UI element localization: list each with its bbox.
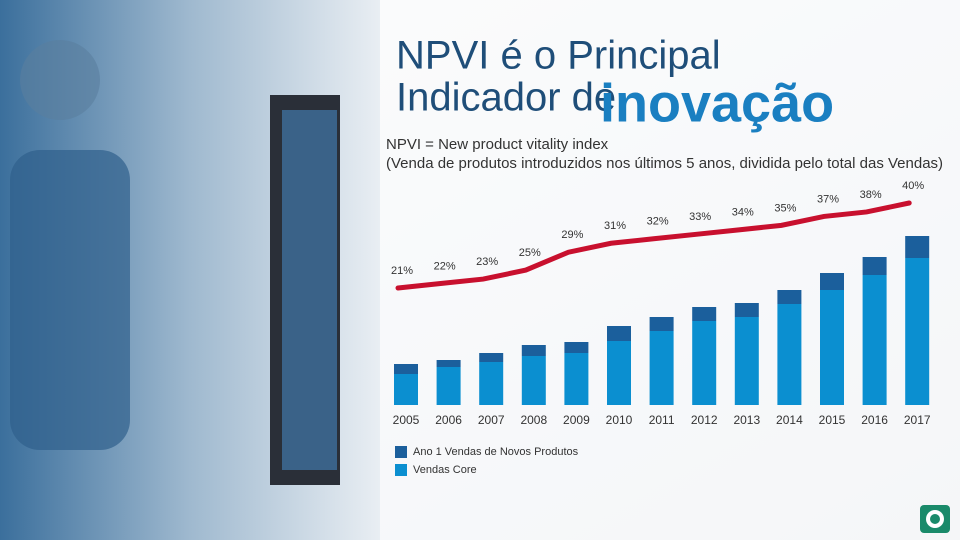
data-label: 40%	[902, 180, 924, 192]
logo	[920, 505, 950, 533]
bar	[394, 364, 418, 374]
legend-label: Vendas Core	[413, 464, 477, 476]
bar	[479, 353, 504, 362]
legend-swatch	[395, 446, 407, 458]
x-tick-label: 2008	[520, 413, 547, 427]
data-label: 22%	[434, 260, 456, 272]
bar	[649, 317, 674, 331]
bar	[436, 367, 461, 405]
bar	[692, 307, 717, 321]
x-tick-label: 2006	[435, 413, 462, 427]
bar	[820, 290, 844, 405]
x-tick-label: 2005	[393, 413, 420, 427]
bar	[607, 326, 631, 341]
line	[395, 200, 912, 291]
subtitle: NPVI = New product vitality index	[386, 136, 609, 153]
x-tick-label: 2016	[861, 413, 888, 427]
data-label: 29%	[561, 229, 583, 241]
data-label: 32%	[647, 216, 669, 228]
legend-label: Ano 1 Vendas de Novos Produtos	[413, 446, 579, 458]
x-tick-label: 2017	[904, 413, 931, 427]
bar	[777, 304, 802, 405]
data-label: 35%	[774, 202, 796, 214]
bar	[692, 321, 717, 405]
bar	[862, 275, 887, 405]
bar	[521, 345, 546, 356]
bar	[436, 360, 461, 367]
bar	[777, 290, 802, 304]
title-highlight: inovação	[600, 73, 834, 133]
data-label: 38%	[860, 189, 882, 201]
data-label: 23%	[476, 256, 498, 268]
bar	[734, 317, 759, 405]
bar	[905, 258, 930, 405]
title-line1: NPVI é o Principal	[396, 34, 721, 78]
data-label: 34%	[732, 207, 754, 219]
bar	[862, 257, 887, 275]
bar	[564, 353, 589, 405]
x-tick-label: 2014	[776, 413, 803, 427]
bar	[734, 303, 759, 317]
bar	[607, 341, 631, 405]
data-label: 31%	[604, 220, 626, 232]
person-shape	[10, 150, 130, 450]
data-label: 25%	[519, 247, 541, 259]
x-tick-label: 2012	[691, 413, 718, 427]
bar	[564, 342, 589, 353]
subtitle: (Venda de produtos introduzidos nos últi…	[386, 155, 943, 172]
data-label: 33%	[689, 211, 711, 223]
x-tick-label: 2011	[649, 413, 675, 427]
bar	[394, 374, 418, 405]
bar	[649, 331, 674, 405]
title-line2: Indicador de	[396, 76, 616, 120]
data-label: 37%	[817, 193, 839, 205]
data-label: 21%	[391, 265, 413, 277]
legend-swatch	[395, 464, 407, 476]
bar	[905, 236, 930, 258]
x-tick-label: 2013	[733, 413, 760, 427]
x-tick-label: 2015	[819, 413, 846, 427]
x-tick-label: 2007	[478, 413, 505, 427]
screen-glow	[282, 110, 337, 470]
bar	[479, 362, 504, 405]
x-tick-label: 2010	[606, 413, 633, 427]
x-tick-label: 2009	[563, 413, 590, 427]
bar	[820, 273, 844, 290]
bar	[521, 356, 546, 405]
person-head	[20, 40, 100, 120]
